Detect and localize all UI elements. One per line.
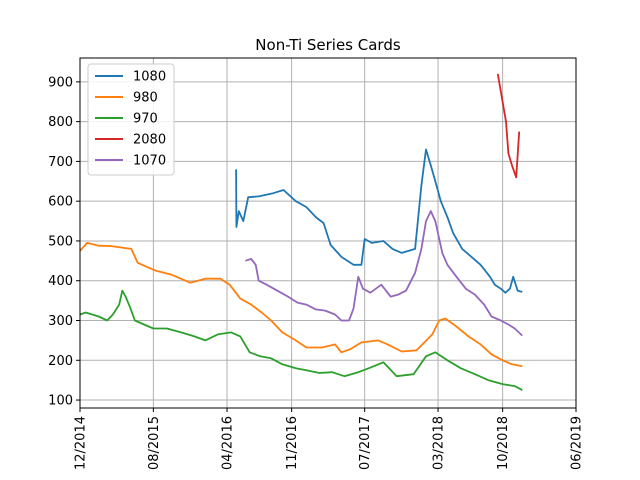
legend-label: 970 [133,112,158,127]
x-tick-label: 08/2015 [147,416,162,470]
y-tick-label: 300 [48,314,73,329]
x-tick-label: 04/2016 [221,416,236,470]
legend-label: 980 [133,91,158,106]
x-axis: 12/2014 08/2015 04/2016 11/2016 07/2017 03/20… [74,408,585,470]
x-tick-label: 12/2014 [74,416,89,470]
x-tick-label: 11/2016 [285,416,300,470]
series-line-980 [79,241,523,368]
series-line-970 [79,289,523,391]
y-tick-label: 400 [48,274,73,289]
series-lines [79,73,523,391]
y-tick-label: 800 [48,115,73,130]
x-tick-label: 06/2019 [570,416,585,470]
legend-box [87,63,175,176]
x-tick-label: 07/2017 [358,416,373,470]
series-line-1080 [235,148,523,294]
legend-label: 2080 [133,133,166,148]
series-line-2080 [496,73,521,179]
series-line-1070 [245,210,523,337]
y-tick-label: 200 [48,354,73,369]
x-tick-label: 03/2018 [432,416,447,470]
y-axis: 100 200 300 400 500 600 700 800 900 [48,75,80,409]
axes-frame [79,57,577,409]
y-tick-label: 600 [48,195,73,210]
y-tick-label: 500 [48,234,73,249]
legend: 1080 980 970 2080 1070 [87,63,175,176]
chart-title: Non-Ti Series Cards [255,36,401,54]
x-tick-label: 10/2018 [496,416,511,470]
y-tick-label: 700 [48,155,73,170]
legend-label: 1080 [133,70,166,85]
y-tick-label: 900 [48,75,73,90]
y-tick-label: 100 [48,394,73,409]
legend-label: 1070 [133,154,166,169]
